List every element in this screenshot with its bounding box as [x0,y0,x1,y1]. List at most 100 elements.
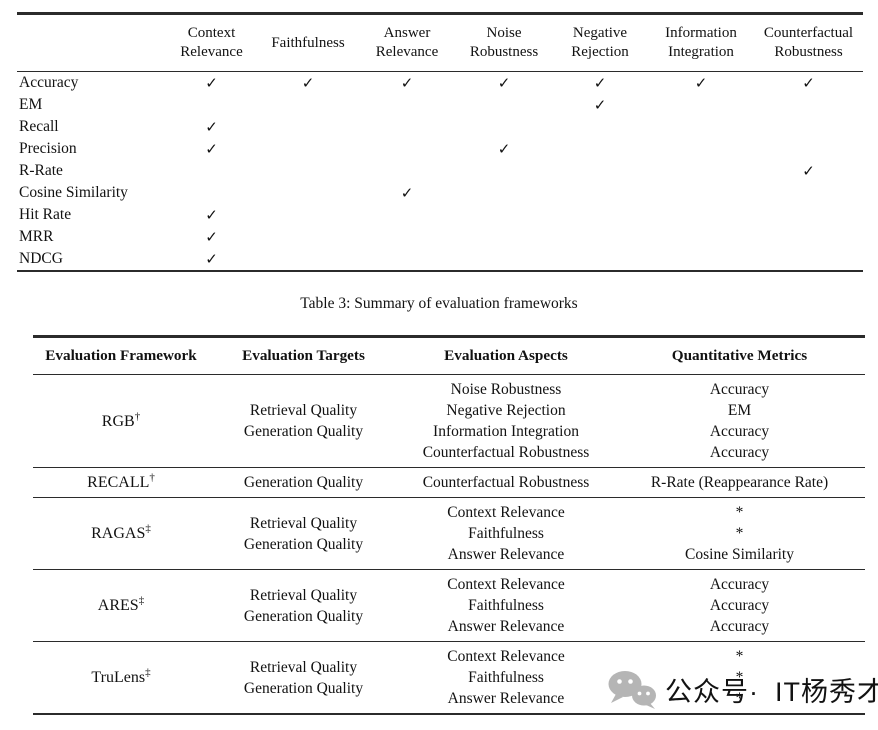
framework-aspects-line: Answer Relevance [447,546,565,563]
framework-name-cell: RAGAS‡ [33,523,209,544]
metric-row: Cosine Similarity ✓ [17,182,863,204]
framework-metrics-line: * [735,504,744,521]
framework-metrics-line: * [735,648,744,665]
checkmark-icon: ✓ [497,141,511,158]
checkmark-icon: ✓ [205,207,218,224]
framework-targets-line: Generation Quality [243,679,364,697]
framework-marker: † [149,471,155,484]
framework-targets: Retrieval Quality Generation Quality [209,657,398,699]
watermark-text: 公众号· [665,677,759,707]
metrics-column-header: Context Relevance [180,25,243,60]
framework-targets: Retrieval Quality Generation Quality [209,400,398,442]
framework-row: TruLens‡ Retrieval Quality Generation Qual… [33,642,865,713]
metrics-table-header: Context Relevance Faithfulness Answer Rele… [17,15,863,72]
framework-name-text: ARES [97,597,139,614]
framework-aspects: Context Relevance Faithfulness Answer Rele… [398,502,614,565]
framework-metrics: Accuracy EM Accuracy Accuracy [614,379,865,463]
framework-name-cell: RECALL† [33,472,209,493]
table-caption: Table 3: Summary of evaluation framework… [300,295,578,312]
framework-row: RAGAS‡ Retrieval Quality Generation Qualit… [33,498,865,570]
metric-label: MRR [19,228,54,245]
framework-name-cell: TruLens‡ [33,667,209,688]
framework-metrics: Accuracy Accuracy Accuracy [614,574,865,637]
metric-row: NDCG ✓ [17,248,863,270]
framework-aspects-line: Faithfulness [468,669,544,686]
wechat-icon [608,671,656,709]
metric-label: NDCG [19,250,63,267]
metrics-table: Context Relevance Faithfulness Answer Rele… [17,12,863,272]
framework-metrics-line: Accuracy [709,444,770,461]
framework-aspects-line: Answer Relevance [447,690,565,707]
framework-metrics: R-Rate (Reappearance Rate) [614,472,865,493]
framework-targets-line: Generation Quality [243,607,364,625]
checkmark-icon: ✓ [205,229,218,246]
framework-aspects-line: Faithfulness [468,597,544,614]
framework-metrics-line: * [735,690,744,707]
framework-targets-line: Retrieval Quality [249,514,358,532]
framework-name-text: TruLens [91,669,146,686]
framework-targets-line: Retrieval Quality [249,586,358,604]
checkmark-icon: ✓ [205,251,218,268]
metric-row: Hit Rate ✓ [17,204,863,226]
framework-metrics-line: Accuracy [709,381,770,398]
framework-name: ARES‡ [33,595,209,616]
metric-row: EM ✓ [17,94,863,116]
checkmark-icon: ✓ [497,75,511,92]
checkmark-icon: ✓ [205,75,218,92]
metrics-column-header: Negative Rejection [571,25,629,60]
framework-metrics-line: Cosine Similarity [685,546,794,563]
metric-label: Hit Rate [19,206,72,223]
watermark: 公众号· IT杨秀才 [606,669,878,710]
framework-targets: Retrieval Quality Generation Quality [209,513,398,555]
metrics-column-header: Answer Relevance [375,25,439,60]
framework-aspects-line: Context Relevance [447,576,565,593]
framework-aspects-line: Faithfulness [468,525,544,542]
checkmark-icon: ✓ [400,185,414,202]
checkmark-icon: ✓ [593,75,607,92]
framework-name-text: RGB [101,412,135,430]
metric-label: R-Rate [19,162,63,179]
framework-metrics: * * Cosine Similarity [614,502,865,565]
metric-label: EM [19,96,43,113]
framework-aspects-line: Counterfactual Robustness [422,474,590,491]
checkmark-icon: ✓ [802,75,815,92]
framework-name: RGB† [33,411,209,432]
framework-name: RAGAS‡ [33,523,209,544]
framework-row: ARES‡ Retrieval Quality Generation Quality… [33,570,865,642]
framework-aspects: Counterfactual Robustness [398,472,614,493]
framework-row: RGB† Retrieval Quality Generation Quality N… [33,375,865,468]
framework-metrics-line: EM [727,402,752,419]
checkmark-icon: ✓ [205,119,218,136]
framework-aspects-line: Context Relevance [447,504,565,521]
metric-row: Precision ✓ ✓ [17,138,863,160]
framework-name-text: RECALL [87,474,150,491]
framework-name-cell: RGB† [33,411,209,432]
checkmark-icon: ✓ [205,141,218,158]
framework-metrics-line: * [735,525,744,542]
framework-metrics-line: Accuracy [709,423,770,440]
checkmark-icon: ✓ [694,75,708,92]
framework-targets-line: Retrieval Quality [249,402,358,419]
framework-marker: ‡ [145,522,151,535]
metric-label: Recall [19,118,59,135]
metrics-table-body: Accuracy ✓ ✓ ✓ ✓ ✓ ✓ ✓ EM ✓ Recall ✓ Precision ✓ ✓ R-Ra… [17,72,863,270]
framework-aspects-line: Negative Rejection [446,402,566,419]
metric-label: Cosine Similarity [19,184,128,201]
framework-name: TruLens‡ [33,667,209,688]
framework-marker: ‡ [138,594,145,607]
frameworks-table-body: RGB† Retrieval Quality Generation Quality N… [33,375,865,713]
metrics-column-header: Counterfactual Robustness [763,25,854,60]
framework-metrics-line: Accuracy [709,576,770,593]
framework-targets-line: Generation Quality [243,535,364,553]
frameworks-table-header: Evaluation Framework Evaluation Targets Ev… [33,338,865,375]
framework-targets-line: Retrieval Quality [249,658,358,676]
framework-aspects-line: Noise Robustness [450,381,562,398]
frameworks-column-header: Quantitative Metrics [671,347,808,364]
metric-row: Recall ✓ [17,116,863,138]
framework-aspects: Noise Robustness Negative Rejection Inform… [398,379,614,463]
framework-marker: ‡ [145,666,151,679]
framework-aspects: Context Relevance Faithfulness Answer Rele… [398,574,614,637]
frameworks-column-header: Evaluation Targets [242,347,365,364]
metrics-column-header: Faithfulness [271,34,345,51]
framework-aspects: Context Relevance Faithfulness Answer Rele… [398,646,614,709]
